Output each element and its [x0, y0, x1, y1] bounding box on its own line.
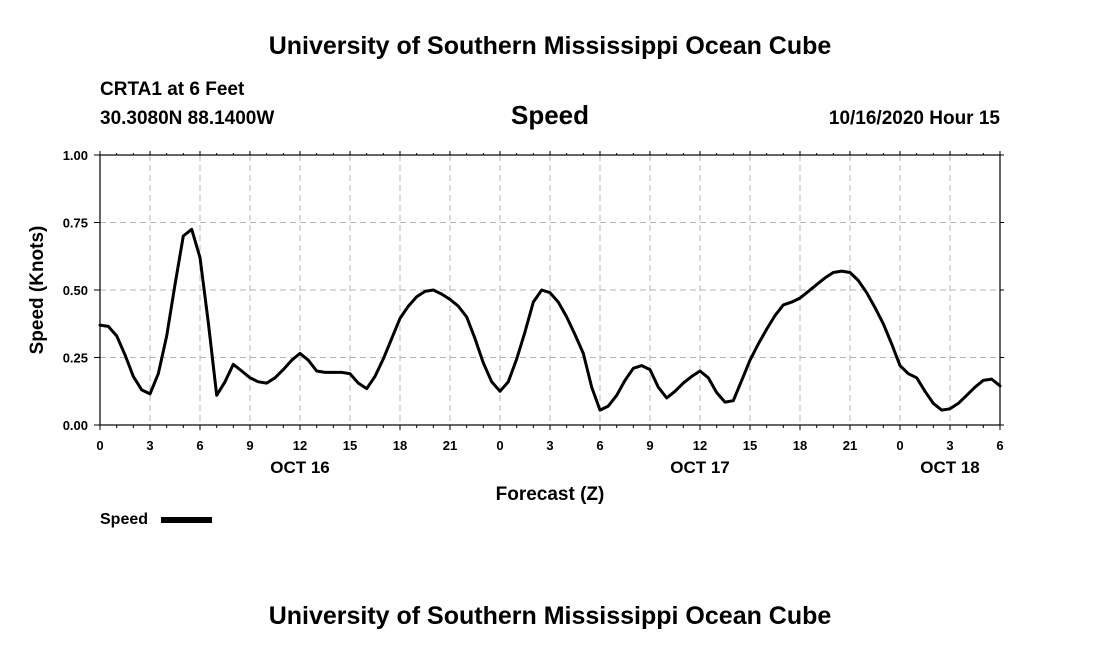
y-tick-label: 0.75 — [63, 216, 88, 231]
x-tick-label: 12 — [293, 438, 307, 453]
x-tick-label: 3 — [946, 438, 953, 453]
x-tick-label: 0 — [96, 438, 103, 453]
y-axis-label: Speed (Knots) — [27, 226, 48, 355]
y-tick-label: 0.50 — [63, 283, 88, 298]
x-tick-label: 0 — [896, 438, 903, 453]
x-tick-label: 18 — [393, 438, 407, 453]
x-tick-label: 21 — [443, 438, 457, 453]
chart-header-title-bottom: University of Southern Mississippi Ocean… — [269, 602, 832, 630]
series-line-speed — [98, 227, 1002, 412]
x-tick-label: 12 — [693, 438, 707, 453]
x-tick-label: 9 — [646, 438, 653, 453]
x-tick-label: 9 — [246, 438, 253, 453]
day-label: OCT 18 — [920, 458, 980, 477]
chart-title: Speed — [511, 100, 589, 130]
y-tick-label: 0.25 — [63, 351, 88, 366]
grid-lines — [100, 155, 1000, 425]
day-label: OCT 16 — [270, 458, 330, 477]
x-tick-label: 21 — [843, 438, 857, 453]
location-label: 30.3080N 88.1400W — [100, 108, 274, 129]
station-label: CRTA1 at 6 Feet — [100, 79, 245, 100]
x-tick-label: 15 — [743, 438, 757, 453]
legend-label: Speed — [100, 511, 148, 528]
x-tick-label: 6 — [196, 438, 203, 453]
y-tick-label: 1.00 — [63, 148, 88, 163]
x-tick-label: 0 — [496, 438, 503, 453]
x-tick-label: 18 — [793, 438, 807, 453]
y-tick-label: 0.00 — [63, 418, 88, 433]
x-tick-label: 3 — [546, 438, 553, 453]
axis-ticks: 0 3 6 9 12 15 18 21 0 3 6 9 12 15 18 21 0 3 6 0.00 0.25 0.50 0… — [63, 148, 1004, 477]
series-layer — [98, 227, 1002, 412]
issued-time-label: 10/16/2020 Hour 15 — [829, 108, 1001, 129]
x-axis-label: Forecast (Z) — [496, 484, 605, 505]
x-tick-label: 6 — [596, 438, 603, 453]
chart-header-title-top: University of Southern Mississippi Ocean… — [269, 32, 832, 60]
x-tick-label: 15 — [343, 438, 357, 453]
day-label: OCT 17 — [670, 458, 730, 477]
x-tick-label: 3 — [146, 438, 153, 453]
x-tick-label: 6 — [996, 438, 1003, 453]
